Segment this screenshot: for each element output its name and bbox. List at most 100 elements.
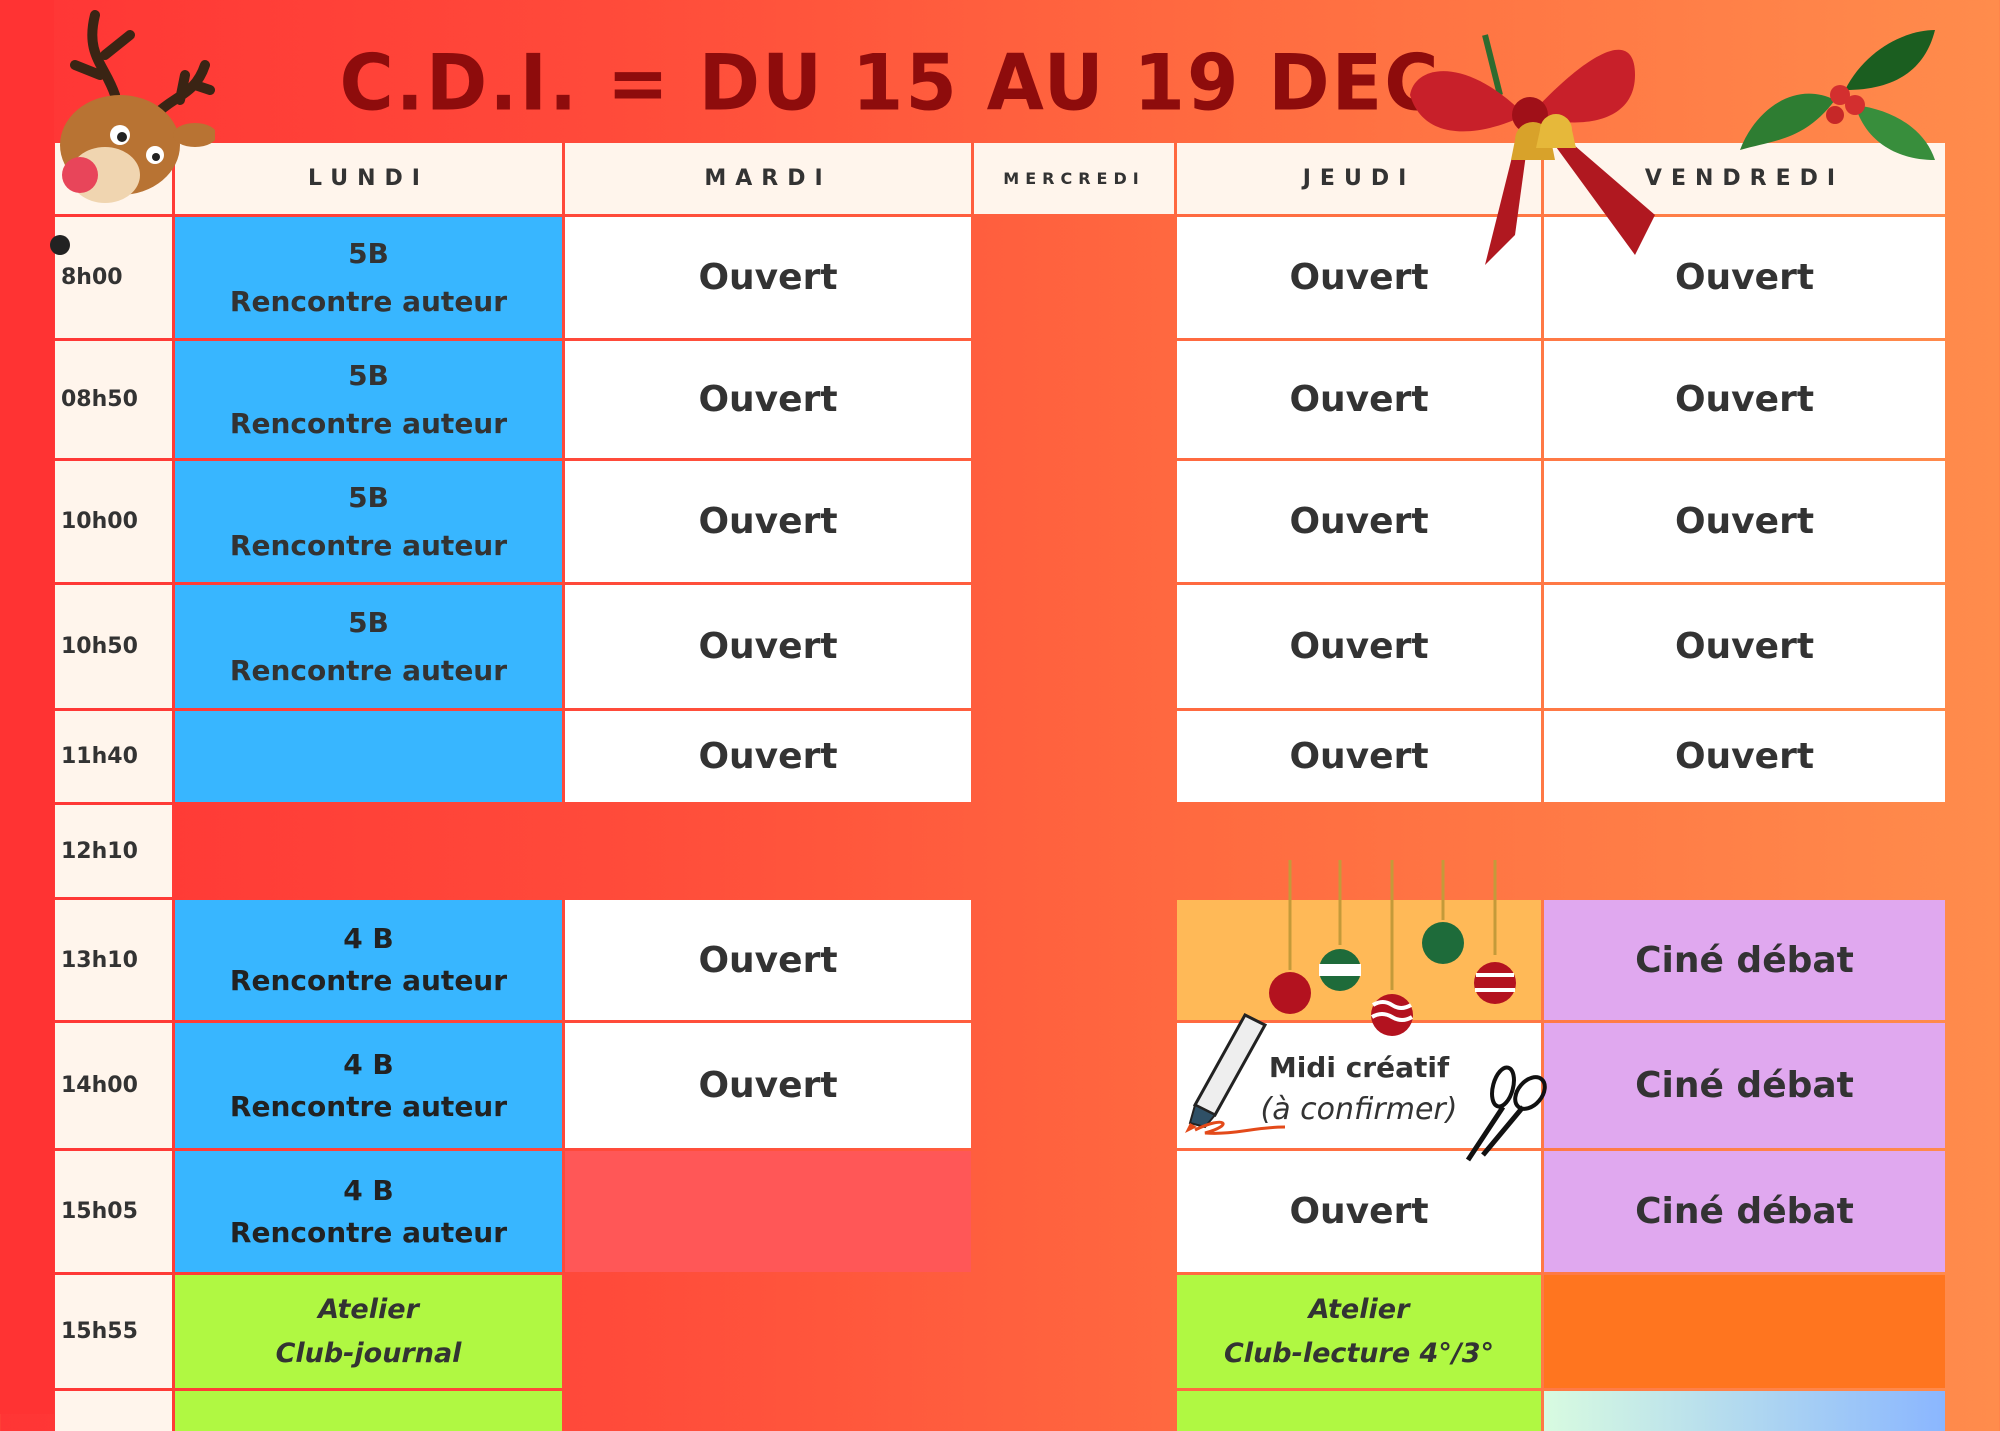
slot-title: 5B [348,605,389,639]
slot-title: Ouvert [1674,257,1815,298]
schedule-cell-mercredi [974,217,1174,338]
slot-title: Midi créatif [1268,1051,1450,1084]
time-slot-label: 15h05 [55,1151,172,1272]
schedule-cell-jeudi[interactable]: Ouvert [1177,1151,1541,1272]
schedule-cell-mercredi [974,341,1174,458]
day-header-vendredi: VENDREDI [1544,143,1945,214]
schedule-cell-lundi [175,1391,562,1431]
schedule-cell-lundi[interactable]: 5B Rencontre auteur [175,585,562,708]
slot-title: Ouvert [1289,257,1429,298]
day-header-mercredi: MERCREDI [974,143,1174,214]
time-slot-label: 14h00 [55,1023,172,1148]
schedule-cell-mercredi [974,1275,1174,1388]
schedule-cell-mardi[interactable]: Ouvert [565,711,971,802]
schedule-cell-vendredi[interactable]: Ouvert [1544,461,1945,582]
schedule-cell-jeudi[interactable]: Ouvert [1177,711,1541,802]
schedule-cell-mercredi [974,585,1174,708]
header-corner [55,143,172,214]
slot-title: Ouvert [698,736,838,777]
slot-title: 4 B [343,1047,394,1081]
schedule-cell-vendredi[interactable]: Ouvert [1544,711,1945,802]
slot-title: Ouvert [698,1065,838,1106]
schedule-cell-mardi [565,1391,971,1431]
time-slot-label: 15h55 [55,1275,172,1388]
schedule-cell-jeudi[interactable]: Ouvert [1177,461,1541,582]
schedule-cell-jeudi[interactable]: Atelier Club-lecture 4°/3° [1177,1275,1541,1388]
schedule-cell-lundi [175,711,562,802]
left-red-strip [0,0,54,1414]
schedule-cell-jeudi[interactable]: Ouvert [1177,341,1541,458]
schedule-cell-vendredi[interactable]: Ouvert [1544,585,1945,708]
day-header-jeudi: JEUDI [1177,143,1541,214]
schedule-cell-lundi[interactable]: 5B Rencontre auteur [175,461,562,582]
schedule-cell-mercredi [974,711,1174,802]
schedule-cell-mardi[interactable]: Ouvert [565,585,971,708]
slot-subtitle: Rencontre auteur [229,1215,508,1249]
schedule-cell-mercredi [974,461,1174,582]
slot-subtitle: Rencontre auteur [229,528,508,562]
schedule-cell-mardi[interactable]: Ouvert [565,900,971,1020]
time-slot-label: 11h40 [55,711,172,802]
schedule-cell-mercredi [974,1151,1174,1272]
slot-title: Ouvert [1289,736,1429,777]
slot-title: 5B [348,236,389,270]
schedule-cell-vendredi[interactable]: Ciné débat [1544,1023,1945,1148]
schedule-cell-mardi[interactable]: Ouvert [565,461,971,582]
schedule-cell-lundi [175,805,562,897]
schedule-cell-mardi[interactable]: Ouvert [565,341,971,458]
slot-title: 5B [348,480,389,514]
day-header-lundi: LUNDI [175,143,562,214]
time-slot-label [55,1391,172,1431]
slot-subtitle: Rencontre auteur [229,406,508,440]
schedule-cell-lundi[interactable]: Atelier Club-journal [175,1275,562,1388]
schedule-cell-jeudi[interactable]: Midi créatif (à confirmer) [1177,1023,1541,1148]
schedule-cell-jeudi [1177,1391,1541,1431]
slot-title: Ouvert [1674,626,1815,667]
slot-title: Ciné débat [1635,939,1854,981]
time-slot-label: 10h50 [55,585,172,708]
day-header-mardi: MARDI [565,143,971,214]
schedule-cell-lundi[interactable]: 5B Rencontre auteur [175,217,562,338]
schedule-cell-mercredi [974,1391,1174,1431]
schedule-cell-mardi[interactable]: Ouvert [565,217,971,338]
schedule-cell-mercredi [974,805,1174,897]
schedule-cell-mardi [565,805,971,897]
schedule-cell-lundi[interactable]: 4 B Rencontre auteur [175,900,562,1020]
schedule-cell-jeudi [1177,805,1541,897]
slot-title: Ouvert [1289,626,1429,667]
slot-title: Ouvert [698,501,838,542]
slot-subtitle: Club-lecture 4°/3° [1224,1337,1494,1369]
schedule-cell-mardi[interactable]: Ouvert [565,1023,971,1148]
schedule-cell-vendredi[interactable]: Ouvert [1544,217,1945,338]
slot-title: Ouvert [1289,379,1429,420]
page-title: C.D.I. = DU 15 AU 19 DEC [339,37,1441,129]
timetable-grid: LUNDI MARDI MERCREDI JEUDI VENDREDI 8h00 5B Ren… [55,143,1945,1431]
schedule-cell-vendredi[interactable]: Ciné débat [1544,900,1945,1020]
schedule-cell-vendredi[interactable]: Ciné débat [1544,1151,1945,1272]
slot-title: Ouvert [698,379,838,420]
slot-title: Ouvert [698,939,838,981]
schedule-cell-vendredi[interactable]: Ouvert [1544,341,1945,458]
time-slot-label: 10h00 [55,461,172,582]
slot-title: Atelier [318,1293,419,1325]
time-slot-label: 13h10 [55,900,172,1020]
slot-subtitle: Rencontre auteur [229,964,508,997]
schedule-cell-vendredi [1544,1391,1945,1431]
schedule-cell-vendredi [1544,1275,1945,1388]
slot-title: Ouvert [698,257,838,298]
schedule-cell-jeudi[interactable]: Ouvert [1177,217,1541,338]
schedule-cell-lundi[interactable]: 4 B Rencontre auteur [175,1151,562,1272]
schedule-cell-lundi[interactable]: 5B Rencontre auteur [175,341,562,458]
slot-title: Atelier [1308,1293,1410,1325]
slot-subtitle: Rencontre auteur [229,284,508,318]
schedule-cell-jeudi [1177,900,1541,1020]
schedule-cell-mercredi [974,900,1174,1020]
time-slot-label: 12h10 [55,805,172,897]
schedule-cell-mardi [565,1151,971,1272]
time-slot-label: 8h00 [55,217,172,338]
slot-subtitle: Club-journal [275,1337,462,1369]
schedule-cell-vendredi [1544,805,1945,897]
schedule-cell-lundi[interactable]: 4 B Rencontre auteur [175,1023,562,1148]
slot-title: Ouvert [1674,501,1815,542]
schedule-cell-jeudi[interactable]: Ouvert [1177,585,1541,708]
